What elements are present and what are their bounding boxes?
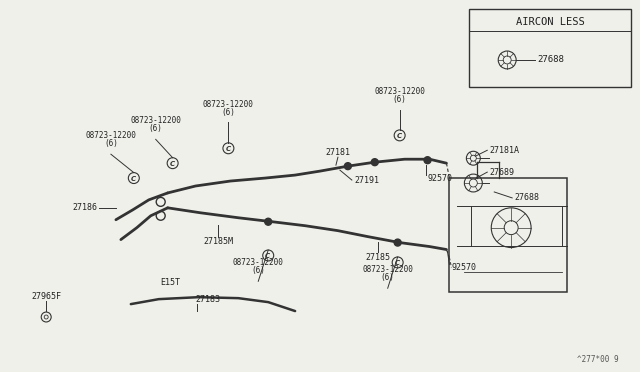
- Text: C: C: [170, 161, 175, 167]
- Text: 08723-12200: 08723-12200: [362, 265, 413, 274]
- Text: 27183: 27183: [196, 295, 221, 304]
- Circle shape: [344, 163, 351, 170]
- Text: 08723-12200: 08723-12200: [131, 116, 181, 125]
- FancyBboxPatch shape: [469, 9, 630, 87]
- Circle shape: [265, 218, 272, 225]
- Text: ^277*00 9: ^277*00 9: [577, 355, 619, 364]
- Text: AIRCON LESS: AIRCON LESS: [516, 17, 584, 27]
- Circle shape: [371, 159, 378, 166]
- Text: 27185M: 27185M: [204, 237, 234, 246]
- Text: 27181A: 27181A: [489, 146, 519, 155]
- Text: C: C: [225, 146, 230, 152]
- Text: 92570: 92570: [451, 263, 476, 272]
- Text: 27191: 27191: [355, 176, 380, 185]
- Text: C: C: [131, 176, 136, 182]
- Text: (6): (6): [221, 108, 236, 116]
- Text: (6): (6): [252, 266, 265, 275]
- Text: 92570: 92570: [428, 174, 452, 183]
- Text: (6): (6): [381, 273, 395, 282]
- Text: 27689: 27689: [489, 168, 515, 177]
- Text: 08723-12200: 08723-12200: [86, 131, 136, 140]
- Text: 27965F: 27965F: [31, 292, 61, 301]
- Text: 08723-12200: 08723-12200: [233, 259, 284, 267]
- Text: 27185: 27185: [365, 253, 390, 262]
- Text: C: C: [395, 260, 400, 266]
- Text: (6): (6): [104, 139, 118, 148]
- Text: 27688: 27688: [514, 193, 539, 202]
- Text: 27688: 27688: [537, 55, 564, 64]
- Circle shape: [424, 157, 431, 164]
- Text: C: C: [265, 253, 270, 259]
- Text: (6): (6): [393, 94, 406, 104]
- Text: E15T: E15T: [161, 278, 180, 287]
- Text: (6): (6): [148, 124, 163, 134]
- Text: 08723-12200: 08723-12200: [374, 87, 425, 96]
- Text: 27181: 27181: [325, 148, 351, 157]
- Text: 27186: 27186: [72, 203, 97, 212]
- Text: 08723-12200: 08723-12200: [203, 100, 254, 109]
- Circle shape: [394, 239, 401, 246]
- Text: C: C: [397, 133, 402, 139]
